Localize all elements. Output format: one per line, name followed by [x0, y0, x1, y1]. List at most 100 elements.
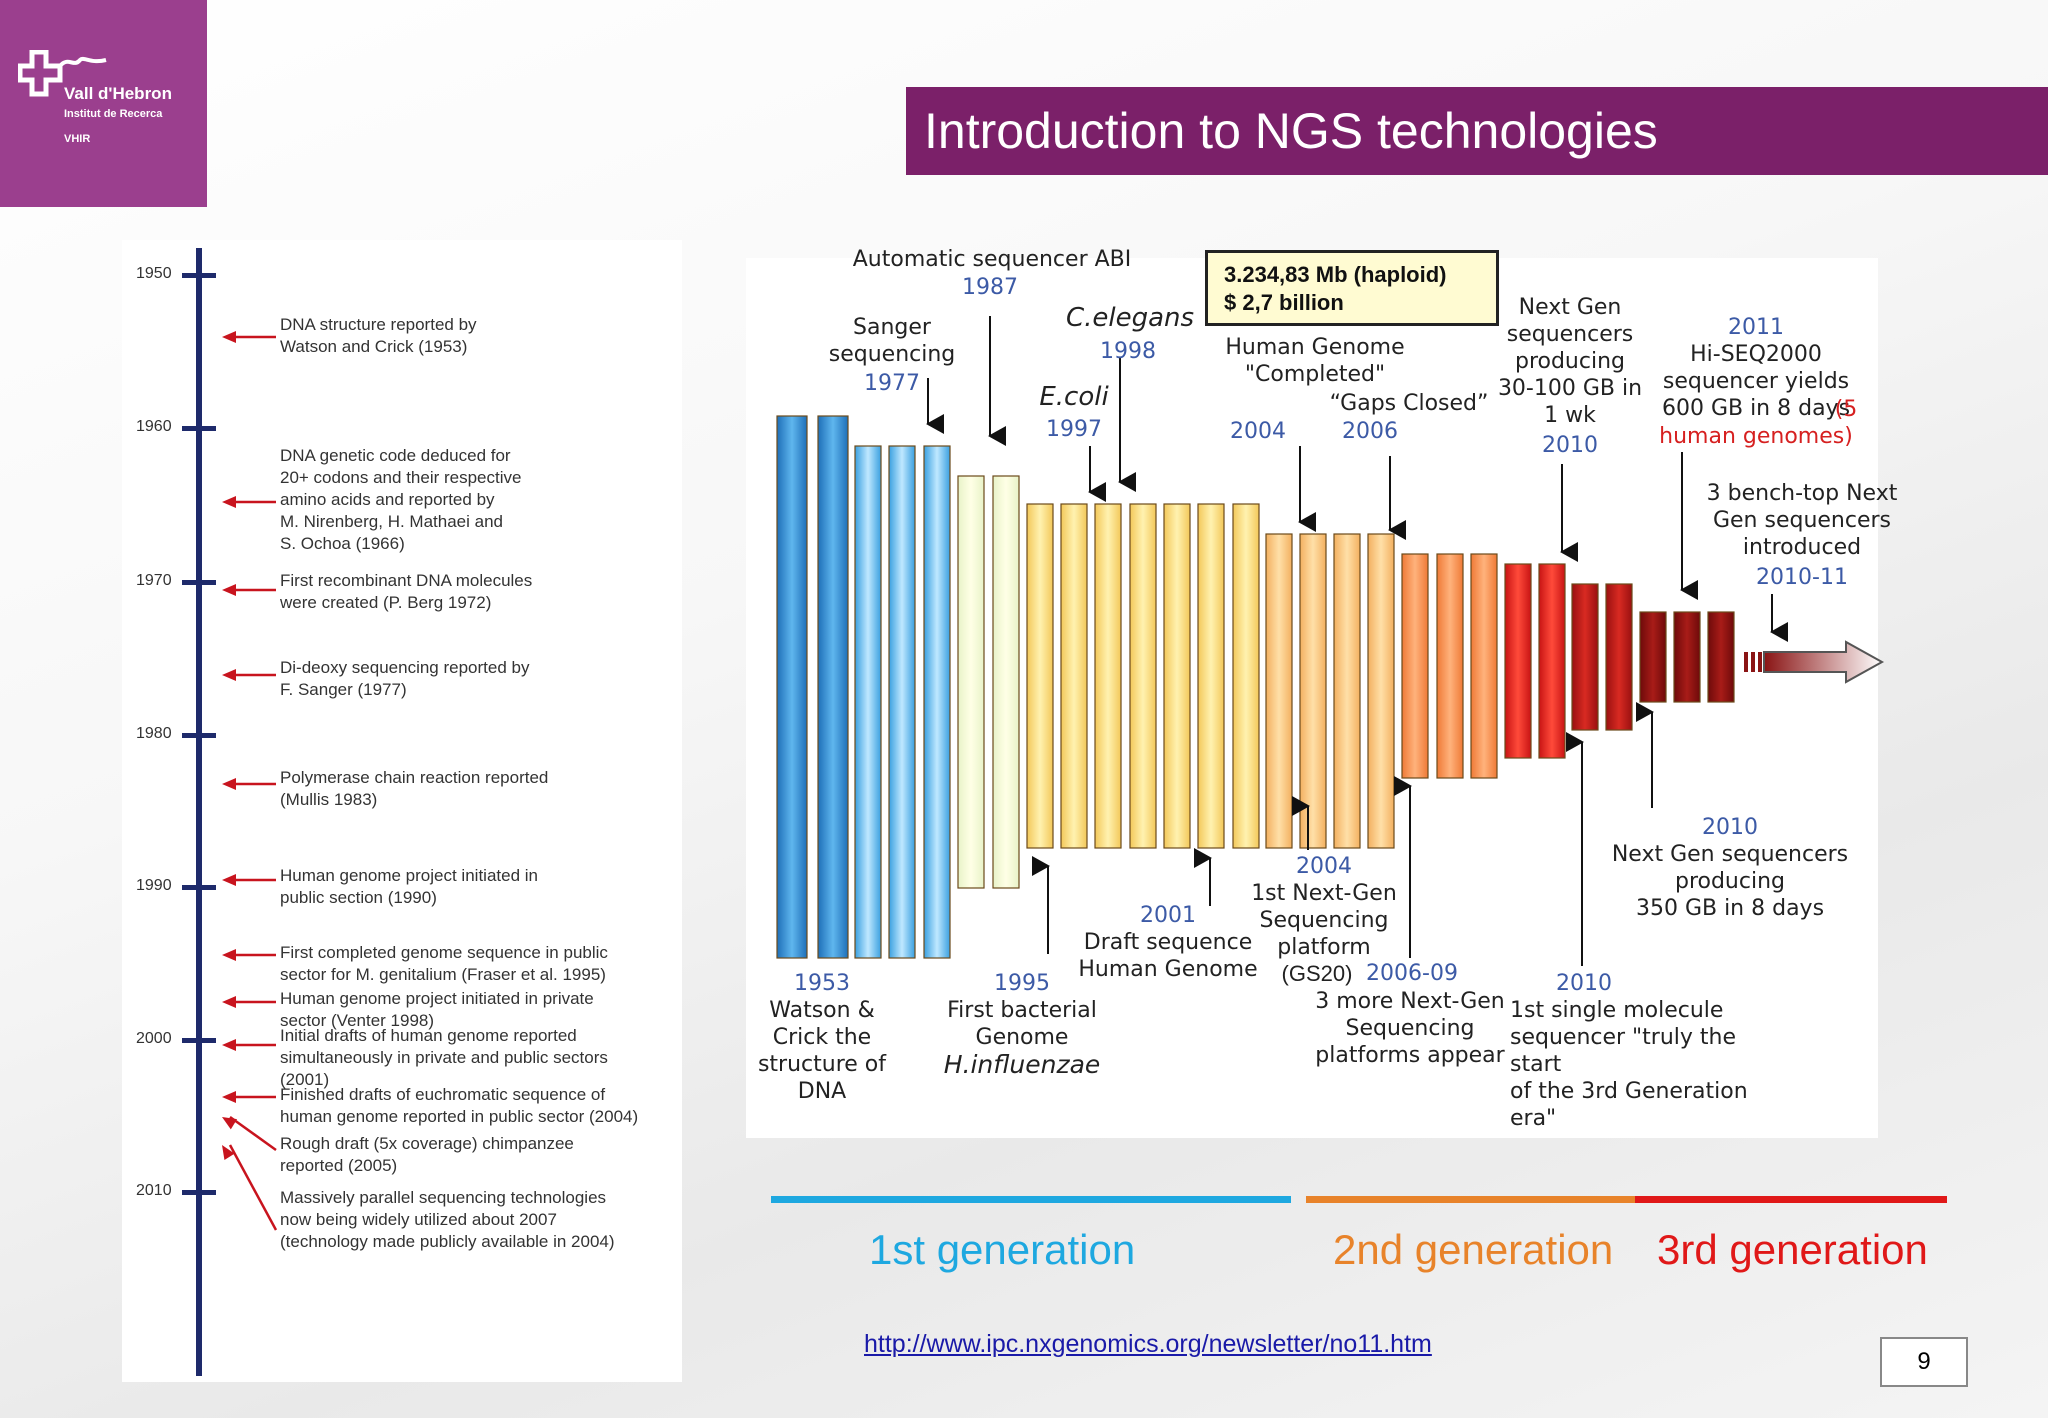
timeline-tick: [182, 273, 216, 278]
ng2004-year: 2004: [1296, 854, 1352, 879]
gaps-closed-label: “Gaps Closed”: [1329, 391, 1489, 416]
timeline-decade-label: 2010: [136, 1182, 172, 1199]
celegans-year: 1998: [1100, 339, 1156, 364]
nextgen-30-label: Next Gen sequencers producing 30-100 GB …: [1497, 295, 1643, 428]
red-arrow-icon: [222, 1144, 278, 1231]
page-number: 9: [1880, 1337, 1968, 1387]
timeline-bar: [1060, 503, 1088, 849]
timeline-decade-label: 1990: [136, 877, 172, 894]
timeline-tick: [182, 885, 216, 890]
hiseq-red-paren: (5: [1834, 397, 1858, 422]
ecoli-year: 1997: [1046, 417, 1102, 442]
first-generation-line: [771, 1196, 1291, 1203]
nextgen-30-year: 2010: [1542, 433, 1598, 458]
generation-bars: [776, 415, 1735, 959]
timeline-bar: [1333, 533, 1361, 849]
timeline-tick: [182, 580, 216, 585]
timeline-decade-label: 2000: [136, 1030, 172, 1047]
timeline-decade-label: 1950: [136, 265, 172, 282]
hg-completed-year: 2004: [1230, 419, 1286, 444]
timeline-bar: [1232, 503, 1260, 849]
red-arrow-icon: [222, 949, 276, 961]
future-arrow: [1744, 640, 1885, 684]
red-arrow-icon: [222, 778, 276, 790]
timeline-bar: [1538, 563, 1566, 759]
timeline-bar: [1436, 553, 1464, 779]
timeline-decade-label: 1960: [136, 418, 172, 435]
timeline-bar: [854, 445, 882, 959]
timeline-event: Initial drafts of human genome reported …: [280, 1026, 608, 1089]
red-arrow-icon: [222, 331, 276, 343]
timeline-bar: [1673, 611, 1701, 703]
ecoli-label: E.coli: [1039, 382, 1109, 412]
sanger-label: Sanger sequencing: [828, 315, 956, 367]
timeline-bar: [1129, 503, 1157, 849]
gaps-closed-year: 2006: [1342, 419, 1398, 444]
timeline-bar: [1163, 503, 1191, 849]
celegans-label: C.elegans: [1065, 303, 1195, 333]
draft-year: 2001: [1140, 903, 1196, 928]
slide-title: Introduction to NGS technologies: [906, 87, 2048, 175]
timeline-bar: [1026, 503, 1054, 849]
timeline-bar: [923, 445, 951, 959]
abi-label: Automatic sequencer ABI: [852, 247, 1132, 272]
genome-cost: $ 2,7 billion: [1224, 290, 1344, 315]
red-arrow-icon: [222, 496, 276, 508]
second-generation-label: 2nd generation: [1333, 1226, 1614, 1273]
hiseq-year: 2011: [1728, 315, 1784, 340]
red-arrow-icon: [222, 1115, 277, 1152]
timeline-bar: [1639, 611, 1667, 703]
source-link[interactable]: http://www.ipc.nxgenomics.org/newsletter…: [864, 1330, 1432, 1358]
timeline-bar: [957, 475, 985, 889]
gs20-label: (GS20): [1281, 961, 1353, 986]
timeline-bar: [1470, 553, 1498, 779]
ng2004-label: 1st Next-Gen Sequencing platform: [1251, 881, 1397, 960]
timeline-bar: [888, 445, 916, 959]
red-arrow-icon: [222, 996, 276, 1008]
timeline-event: Di-deoxy sequencing reported by F. Sange…: [280, 658, 530, 699]
red-arrow-icon: [222, 1091, 276, 1103]
first-bact-label: First bacterial Genome: [947, 998, 1097, 1050]
logo-name: Vall d'Hebron: [64, 84, 172, 103]
benchtop-year: 2010-11: [1756, 565, 1848, 590]
genome-size: 3.234,83 Mb (haploid): [1224, 262, 1447, 287]
timeline-event: Polymerase chain reaction reported (Mull…: [280, 768, 549, 809]
hiseq-red-genomes: human genomes): [1659, 424, 1853, 449]
draft-label: Draft sequence Human Genome: [1078, 930, 1258, 982]
timeline-event: First completed genome sequence in publi…: [280, 943, 608, 984]
event-pointers: [926, 316, 1788, 966]
timeline-event: First recombinant DNA molecules were cre…: [280, 571, 533, 612]
single-mol-label: 1st single molecule sequencer "truly the…: [1510, 998, 1748, 1131]
hg-completed-label: Human Genome "Completed": [1225, 335, 1405, 387]
second-generation-line: [1306, 1196, 1635, 1203]
timeline-event: DNA structure reported by Watson and Cri…: [280, 315, 477, 356]
timeline-event: Human genome project initiated in privat…: [280, 989, 594, 1030]
timeline-bar: [1094, 503, 1122, 849]
timeline-bar: [1605, 583, 1633, 731]
timeline-event: Finished drafts of euchromatic sequence …: [280, 1085, 639, 1126]
timeline-bar: [992, 475, 1020, 889]
sanger-year: 1977: [864, 371, 920, 396]
timeline-axis: [196, 248, 202, 1376]
nextgen-350-label: Next Gen sequencers producing 350 GB in …: [1611, 842, 1849, 921]
watson-label: Watson & Crick the structure of DNA: [757, 998, 887, 1104]
red-arrow-icon: [222, 584, 276, 596]
vhir-logo: Vall d'Hebron Institut de Recerca VHIR: [0, 0, 207, 207]
logo-subtitle: Institut de Recerca: [64, 108, 163, 120]
timeline-bar: [1197, 503, 1225, 849]
first-bact-year: 1995: [994, 971, 1050, 996]
timeline-bar: [1299, 533, 1327, 849]
timeline-decade-label: 1970: [136, 572, 172, 589]
timeline-bar: [1707, 611, 1735, 703]
logo-cross-icon: [18, 50, 107, 97]
timeline-event: Rough draft (5x coverage) chimpanzee rep…: [280, 1134, 574, 1175]
logo-abbr: VHIR: [64, 133, 91, 145]
third-generation-line: [1635, 1196, 1947, 1203]
timeline-decade-label: 1980: [136, 725, 172, 742]
more-ng-label: 3 more Next-Gen Sequencing platforms app…: [1315, 989, 1505, 1068]
timeline-tick: [182, 426, 216, 431]
more-ng-year: 2006-09: [1366, 961, 1458, 986]
red-arrow-icon: [222, 874, 276, 886]
timeline-event: DNA genetic code deduced for 20+ codons …: [280, 446, 522, 553]
